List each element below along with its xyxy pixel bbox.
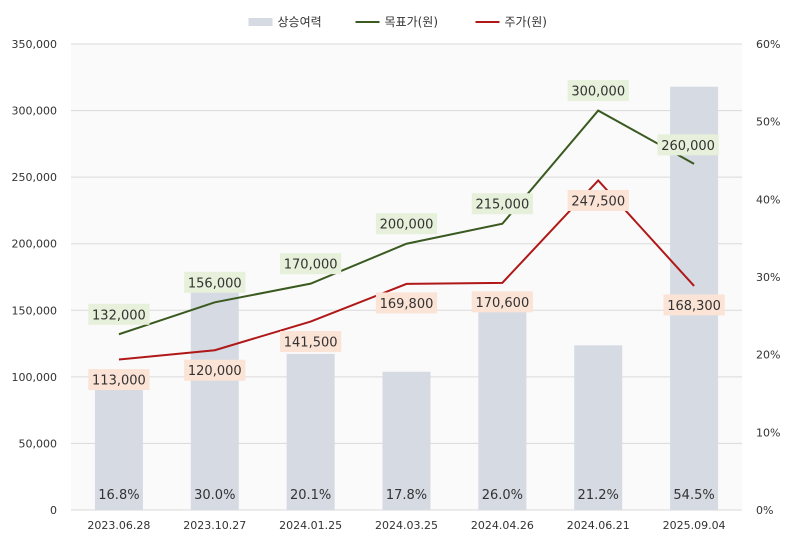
x-tick-label: 2024.03.25 — [375, 519, 438, 532]
bar-data-label: 54.5% — [673, 488, 714, 503]
data-label-box — [88, 303, 150, 325]
data-label-box — [184, 359, 246, 381]
stock-price-label: 141,500 — [280, 331, 342, 353]
bar — [478, 308, 527, 510]
y-right-tick-label: 0% — [756, 504, 773, 517]
bar — [286, 353, 335, 510]
bar-data-label: 20.1% — [290, 488, 331, 503]
bar-data-label: 17.8% — [386, 488, 427, 503]
y-right-tick-label: 40% — [756, 193, 780, 206]
data-label-box — [375, 213, 438, 235]
y-left-tick-label: 250,000 — [12, 171, 58, 184]
stock-price-label: 247,500 — [567, 189, 629, 211]
stock-price-label: 168,300 — [663, 294, 725, 316]
data-label-box — [88, 369, 150, 391]
data-label-text: 300,000 — [571, 85, 625, 100]
stock-price-label: 169,800 — [375, 292, 438, 314]
bar-data-label: 26.0% — [482, 488, 523, 503]
legend-label: 주가(원) — [505, 15, 547, 29]
y-left-tick-label: 100,000 — [12, 371, 58, 384]
target-price-label: 215,000 — [471, 193, 533, 215]
target-price-label: 260,000 — [657, 134, 719, 156]
x-tick-label: 2024.01.25 — [279, 519, 342, 532]
y-left-tick-label: 300,000 — [12, 105, 58, 118]
y-left-tick-label: 150,000 — [12, 304, 58, 317]
data-label-text: 260,000 — [661, 139, 715, 154]
target-price-label: 170,000 — [280, 253, 342, 275]
bar — [94, 379, 143, 510]
y-right-tick-label: 30% — [756, 271, 780, 284]
y-right-tick-label: 50% — [756, 116, 780, 129]
data-label-text: 215,000 — [475, 198, 529, 213]
data-label-text: 168,300 — [667, 299, 721, 314]
data-label-text: 141,500 — [284, 336, 338, 351]
legend-item: 목표가(원) — [355, 15, 439, 29]
y-left-tick-label: 50,000 — [19, 437, 58, 450]
data-label-text: 200,000 — [380, 218, 434, 233]
legend-label: 목표가(원) — [385, 15, 439, 29]
bar — [190, 277, 239, 510]
target-price-label: 200,000 — [375, 213, 438, 235]
data-label-text: 169,800 — [380, 297, 434, 312]
y-left-tick-label: 200,000 — [12, 238, 58, 251]
legend-item: 상승여력 — [248, 15, 322, 29]
data-label-text: 247,500 — [571, 194, 625, 209]
bar — [382, 371, 431, 510]
y-left-tick-label: 350,000 — [12, 38, 58, 51]
data-label-box — [657, 134, 719, 156]
x-tick-label: 2024.06.21 — [567, 519, 630, 532]
x-tick-label: 2025.09.04 — [663, 519, 726, 532]
y-right-tick-label: 20% — [756, 349, 780, 362]
x-tick-label: 2024.04.26 — [471, 519, 534, 532]
target-price-label: 156,000 — [184, 271, 246, 293]
bar-data-label: 21.2% — [578, 488, 619, 503]
stock-price-label: 170,600 — [471, 291, 533, 313]
data-label-text: 120,000 — [188, 364, 242, 379]
y-left-tick-label: 0 — [50, 504, 57, 517]
target-price-label: 132,000 — [88, 303, 150, 325]
series-line — [118, 178, 695, 361]
x-tick-label: 2023.10.27 — [183, 519, 246, 532]
data-label-box — [567, 80, 629, 102]
data-label-text: 170,000 — [284, 258, 338, 273]
target-price-label: 300,000 — [567, 80, 629, 102]
data-label-box — [663, 294, 725, 316]
data-label-text: 156,000 — [188, 276, 242, 291]
legend: 상승여력 목표가(원) 주가(원) — [248, 15, 547, 29]
bar-data-label: 30.0% — [194, 488, 235, 503]
data-label-box — [280, 253, 342, 275]
bar — [574, 345, 623, 510]
stock-price-label: 113,000 — [88, 369, 150, 391]
y-right-tick-label: 10% — [756, 426, 780, 439]
data-label-box — [280, 331, 342, 353]
data-label-text: 113,000 — [92, 374, 146, 389]
x-tick-label: 2023.06.28 — [87, 519, 150, 532]
legend-item: 주가(원) — [475, 15, 547, 29]
bar-data-label: 16.8% — [98, 488, 139, 503]
data-label-box — [471, 193, 533, 215]
data-label-box — [567, 189, 629, 211]
data-label-box — [471, 291, 533, 313]
stock-price-label: 120,000 — [184, 359, 246, 381]
legend-label: 상승여력 — [278, 15, 322, 29]
data-label-box — [184, 271, 246, 293]
y-right-tick-label: 60% — [756, 38, 780, 51]
data-label-text: 170,600 — [475, 296, 529, 311]
legend-swatch — [248, 18, 273, 26]
data-label-text: 132,000 — [92, 308, 146, 323]
data-label-box — [375, 292, 438, 314]
series-line — [118, 109, 695, 336]
